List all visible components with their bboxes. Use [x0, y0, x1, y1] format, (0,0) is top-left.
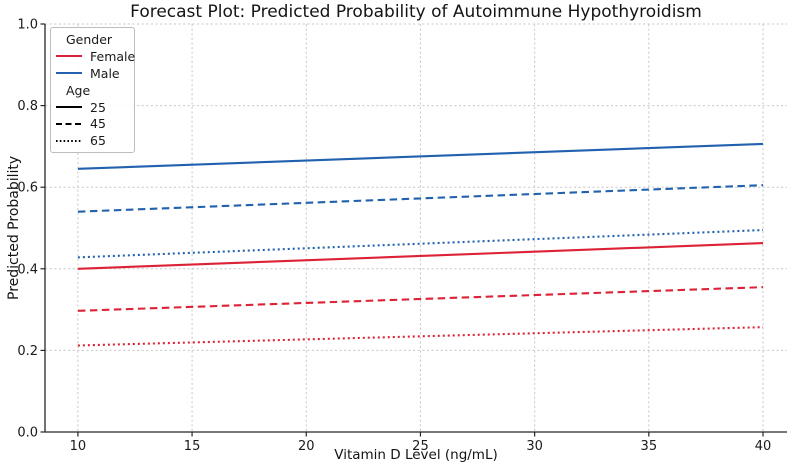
legend-line-sample: [56, 55, 82, 58]
series-line-female-45: [77, 286, 764, 312]
legend-item-label: Female: [90, 48, 136, 64]
x-axis-label: Vitamin D Level (ng/mL): [334, 447, 498, 463]
y-tick-label: 1.0: [17, 18, 38, 33]
x-tick-label: 30: [526, 439, 543, 454]
legend-item-label: 45: [90, 116, 106, 132]
legend-item: 25: [56, 99, 129, 116]
legend-item-label: 65: [90, 133, 106, 149]
chart-title: Forecast Plot: Predicted Probability of …: [130, 2, 702, 22]
legend-header: Gender: [56, 31, 129, 48]
y-tick-label: 0.8: [17, 99, 38, 114]
series-line-male-65: [77, 228, 764, 259]
legend-line-sample: [56, 72, 82, 75]
legend-header-label: Age: [66, 82, 91, 98]
y-tick-label: 0.0: [17, 426, 38, 441]
legend-header: Age: [56, 82, 129, 99]
y-tick-label: 0.4: [17, 262, 38, 277]
legend: Gender Female Male Age 25 45 65: [50, 27, 135, 154]
legend-item: Female: [56, 48, 135, 65]
y-tick-label: 0.6: [17, 181, 38, 196]
series-line-female-65: [77, 326, 764, 347]
legend-item-label: Male: [90, 65, 120, 81]
legend-line-sample: [56, 106, 82, 108]
x-tick-label: 25: [412, 439, 429, 454]
legend-item: 65: [56, 132, 129, 149]
legend-line-sample: [56, 122, 82, 125]
series-line-female-25: [77, 242, 764, 270]
legend-line-sample: [56, 139, 82, 142]
legend-header-label: Gender: [66, 31, 113, 47]
x-tick-label: 15: [184, 439, 201, 454]
x-tick-label: 20: [298, 439, 315, 454]
x-tick-label: 35: [641, 439, 658, 454]
series-line-male-45: [77, 184, 764, 213]
x-tick-label: 40: [755, 439, 772, 454]
legend-item: 45: [56, 115, 129, 132]
x-tick-label: 10: [70, 439, 87, 454]
y-tick-label: 0.2: [17, 344, 38, 359]
legend-item-label: 25: [90, 99, 106, 115]
legend-item: Male: [56, 65, 129, 82]
series-line-male-25: [77, 142, 764, 170]
